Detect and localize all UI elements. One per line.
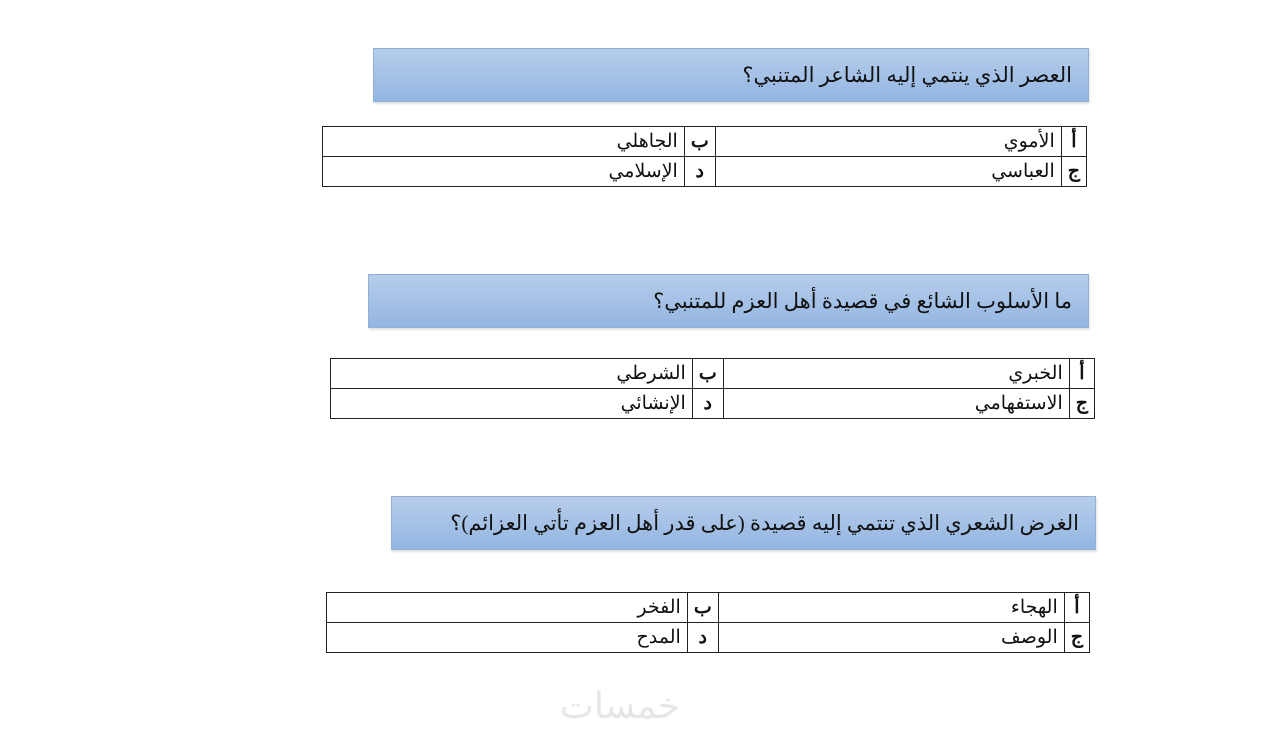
option-text: الإنشائي [330,388,693,419]
option-letter: ج [1063,622,1091,653]
option-text: الإسلامي [322,156,685,187]
option-text: الجاهلي [322,126,685,157]
table-row: ج الاستفهامي د الإنشائي [330,388,1096,419]
option-letter: ج [1068,388,1096,419]
table-row: أ الخبري ب الشرطي [330,358,1096,389]
option-letter: ب [683,126,716,157]
option-letter: أ [1063,592,1091,623]
watermark-logo: خمسات [560,686,681,727]
option-letter: أ [1060,126,1088,157]
table-row: ج العباسي د الإسلامي [322,156,1088,187]
table-row: أ الهجاء ب الفخر [326,592,1091,623]
option-text: الوصف [717,622,1065,653]
option-text: الشرطي [330,358,693,389]
option-text: الهجاء [717,592,1065,623]
options-table-1: أ الأموي ب الجاهلي ج العباسي د الإسلامي [322,126,1088,187]
table-row: أ الأموي ب الجاهلي [322,126,1088,157]
option-text: الأموي [714,126,1062,157]
option-text: الفخر [326,592,688,623]
options-table-3: أ الهجاء ب الفخر ج الوصف د المدح [326,592,1091,653]
table-row: ج الوصف د المدح [326,622,1091,653]
option-text: الخبري [722,358,1070,389]
option-text: العباسي [714,156,1062,187]
question-3: الغرض الشعري الذي تنتمي إليه قصيدة (على … [391,496,1096,550]
option-text: المدح [326,622,688,653]
option-letter: ب [691,358,724,389]
option-letter: ج [1060,156,1088,187]
option-letter: د [691,388,724,419]
question-1: العصر الذي ينتمي إليه الشاعر المتنبي؟ [373,48,1089,102]
option-letter: ب [686,592,719,623]
question-2: ما الأسلوب الشائع في قصيدة أهل العزم للم… [368,274,1089,328]
options-table-2: أ الخبري ب الشرطي ج الاستفهامي د الإنشائ… [330,358,1096,419]
option-letter: أ [1068,358,1096,389]
option-letter: د [686,622,719,653]
option-letter: د [683,156,716,187]
option-text: الاستفهامي [722,388,1070,419]
